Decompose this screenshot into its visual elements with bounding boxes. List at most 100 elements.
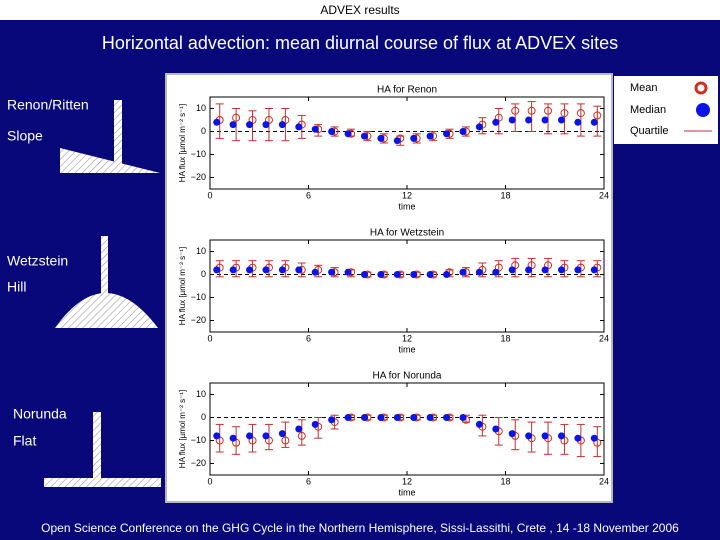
median-marker	[508, 430, 516, 438]
median-marker	[229, 121, 237, 129]
legend-label: Quartile	[630, 125, 669, 137]
median-marker	[393, 414, 401, 421]
x-tick-label: 12	[402, 333, 412, 343]
x-tick-label: 12	[402, 476, 412, 486]
median-marker	[311, 268, 319, 276]
median-marker	[246, 432, 254, 440]
median-marker	[541, 116, 549, 124]
mean-marker	[511, 106, 520, 115]
mean-marker	[281, 436, 290, 445]
median-marker	[426, 414, 434, 421]
x-tick-label: 24	[599, 476, 609, 486]
median-marker	[360, 132, 368, 140]
median-marker	[328, 268, 336, 276]
median-marker	[590, 434, 598, 442]
median-marker	[574, 266, 582, 274]
median-marker	[459, 268, 467, 276]
mean-marker	[297, 431, 306, 440]
median-marker	[508, 116, 516, 124]
median-marker	[459, 414, 467, 421]
legend-marker	[696, 103, 710, 117]
median-marker	[262, 432, 270, 440]
median-marker	[410, 271, 418, 278]
median-marker	[426, 132, 434, 140]
median-marker	[443, 130, 451, 138]
x-tick-label: 12	[402, 190, 412, 200]
median-marker	[377, 134, 385, 142]
site-label: Wetzstein	[7, 253, 68, 269]
median-marker	[492, 118, 500, 126]
y-tick-label: 0	[201, 412, 206, 422]
median-marker	[557, 432, 565, 440]
x-tick-label: 18	[500, 333, 510, 343]
legend-label: Median	[630, 104, 666, 116]
median-marker	[262, 266, 270, 274]
median-marker	[311, 125, 319, 133]
mean-marker	[593, 111, 602, 120]
median-marker	[525, 432, 533, 440]
median-marker	[410, 414, 418, 421]
x-axis-label: time	[398, 487, 415, 497]
y-tick-label: 10	[196, 389, 206, 399]
y-tick-label: 0	[201, 126, 206, 136]
mean-marker	[232, 113, 241, 122]
median-marker	[344, 130, 352, 138]
x-axis-label: time	[398, 201, 415, 211]
median-marker	[492, 425, 500, 433]
chart-panel	[165, 73, 613, 503]
y-tick-label: 10	[196, 246, 206, 256]
median-marker	[574, 434, 582, 442]
y-tick-label: −20	[191, 172, 206, 182]
y-axis-label: HA flux [µmol m⁻² s⁻¹]	[178, 390, 187, 468]
chart-title: HA for Norunda	[373, 371, 442, 382]
y-axis-label: HA flux [µmol m⁻² s⁻¹]	[178, 104, 187, 182]
median-marker	[246, 121, 254, 129]
tower-icon	[114, 100, 122, 173]
median-marker	[557, 116, 565, 124]
median-marker	[278, 266, 286, 274]
median-marker	[475, 123, 483, 131]
median-marker	[426, 271, 434, 278]
y-tick-label: −20	[191, 315, 206, 325]
median-marker	[246, 266, 254, 274]
median-marker	[393, 137, 401, 145]
mean-marker	[527, 106, 536, 115]
site-label: Flat	[13, 433, 36, 449]
median-marker	[541, 266, 549, 274]
x-tick-label: 0	[207, 333, 212, 343]
median-marker	[328, 128, 336, 135]
median-marker	[475, 268, 483, 276]
median-marker	[344, 268, 352, 276]
median-marker	[475, 420, 483, 428]
median-marker	[443, 414, 451, 421]
x-axis-label: time	[398, 344, 415, 354]
median-marker	[213, 118, 221, 126]
median-marker	[377, 414, 385, 421]
site-label: Renon/Ritten	[7, 97, 89, 113]
median-marker	[344, 414, 352, 421]
x-tick-label: 6	[306, 476, 311, 486]
x-tick-label: 18	[500, 190, 510, 200]
median-marker	[492, 268, 500, 276]
x-tick-label: 6	[306, 190, 311, 200]
median-marker	[278, 121, 286, 129]
flat-icon	[44, 478, 161, 487]
footer: Open Science Conference on the GHG Cycle…	[41, 521, 679, 535]
x-tick-label: 6	[306, 333, 311, 343]
tower-icon	[93, 412, 101, 478]
x-tick-label: 24	[599, 190, 609, 200]
legend-label: Mean	[630, 82, 658, 94]
slide-title: Horizontal advection: mean diurnal cours…	[102, 33, 618, 53]
median-marker	[295, 123, 303, 131]
y-tick-label: −10	[191, 149, 206, 159]
median-marker	[360, 271, 368, 278]
mean-marker	[560, 109, 569, 118]
median-marker	[541, 432, 549, 440]
site-label: Norunda	[13, 406, 67, 422]
median-marker	[443, 271, 451, 278]
median-marker	[377, 271, 385, 278]
median-marker	[295, 266, 303, 274]
header: ADVEX results	[320, 3, 399, 17]
y-tick-label: 10	[196, 103, 206, 113]
